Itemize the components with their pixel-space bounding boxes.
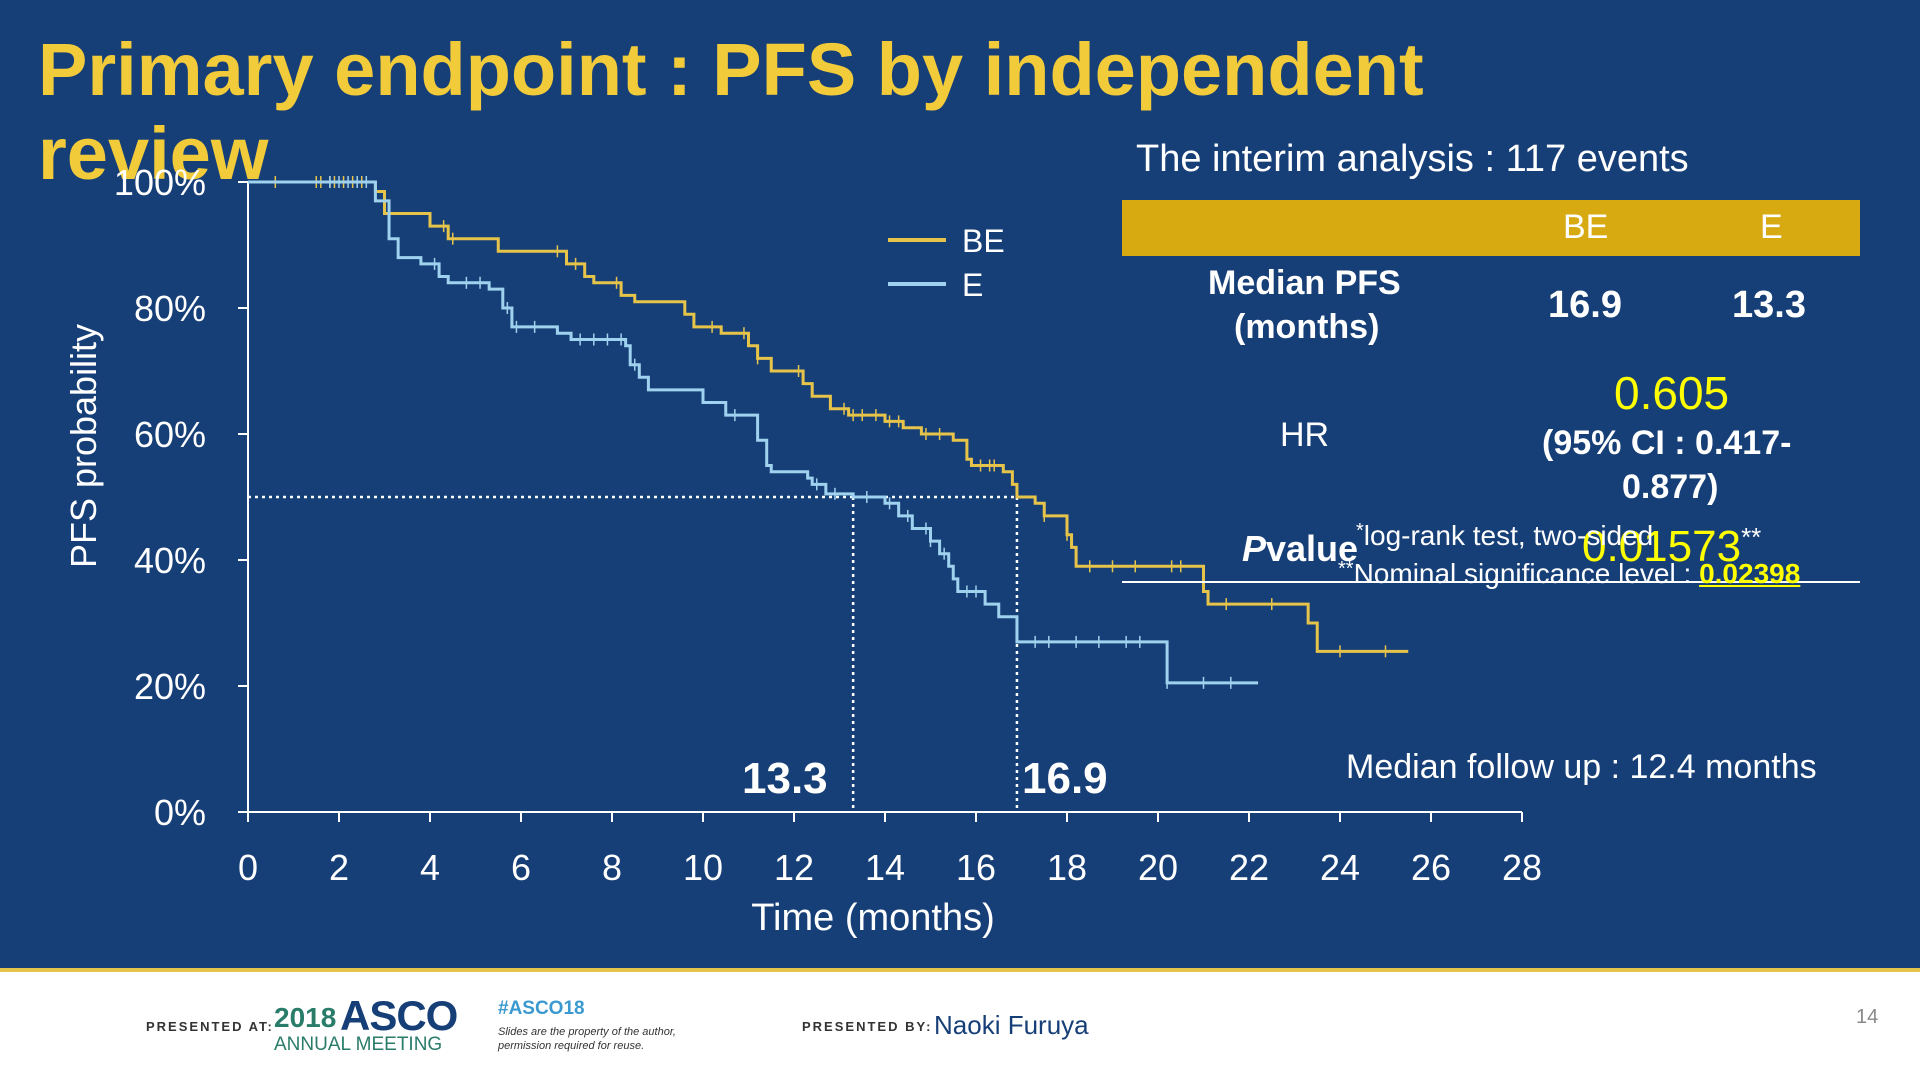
median-pfs-be-value: 16.9 — [1548, 284, 1622, 326]
median-label-be: 16.9 — [1022, 754, 1108, 803]
footnote-1-text: log-rank test, two-sided — [1363, 520, 1654, 551]
pvalue-label-p: P — [1242, 528, 1267, 569]
slide-title: Primary endpoint : PFS by independent re… — [38, 28, 1424, 195]
hr-label: HR — [1280, 416, 1330, 454]
footnote-2-mark: ** — [1338, 558, 1354, 580]
asco-meeting: ANNUAL MEETING — [274, 1034, 443, 1055]
y-axis-label: PFS probability — [63, 324, 104, 568]
legend-label-be: BE — [962, 223, 1005, 259]
median-pfs-label-line2: (months) — [1234, 308, 1380, 346]
table-header-e: E — [1760, 208, 1783, 246]
x-tick-label: 20 — [1138, 847, 1178, 888]
y-tick-label: 20% — [134, 666, 206, 707]
km-curve-be — [248, 180, 1409, 653]
x-tick-label: 22 — [1229, 847, 1269, 888]
x-tick-label: 18 — [1047, 847, 1087, 888]
x-tick-label: 26 — [1411, 847, 1451, 888]
km-curve-e — [248, 180, 1259, 685]
footnote-log-rank: *log-rank test, two-sided — [1356, 520, 1653, 552]
footer-divider — [0, 968, 1920, 972]
interim-analysis-text: The interim analysis : 117 events — [1136, 138, 1689, 180]
hr-ci-line2: 0.877) — [1622, 468, 1719, 506]
pvalue-value: 0.01573** — [1582, 522, 1761, 572]
pvalue-number: 0.01573 — [1582, 522, 1742, 571]
median-follow-up: Median follow up : 12.4 months — [1346, 748, 1817, 786]
y-tick-label: 100% — [114, 162, 206, 203]
legend: BE E — [888, 223, 1005, 303]
hr-value: 0.605 — [1614, 367, 1730, 419]
slide-background — [0, 0, 1920, 968]
x-tick-label: 10 — [683, 847, 723, 888]
x-tick-label: 8 — [602, 847, 622, 888]
table-header-bar — [1122, 200, 1860, 256]
presenter-name: Naoki Furuya — [934, 1010, 1089, 1040]
presented-by-label: PRESENTED BY: — [802, 1019, 933, 1034]
y-tick-label: 40% — [134, 540, 206, 581]
table-bottom-rule — [1122, 581, 1860, 583]
y-tick-label: 80% — [134, 288, 206, 329]
pvalue-mark: ** — [1741, 522, 1762, 552]
table-header-be: BE — [1563, 208, 1609, 246]
x-tick-label: 4 — [420, 847, 440, 888]
x-tick-label: 0 — [238, 847, 258, 888]
asco-year: 2018 — [274, 1002, 337, 1033]
y-tick-label: 60% — [134, 414, 206, 455]
x-tick-label: 12 — [774, 847, 814, 888]
notice-line1: Slides are the property of the author, — [498, 1026, 676, 1038]
km-chart: 0%20%40%60%80%100%0 2 4 6 8 10 12 14 16 18 20 22 24 2… — [63, 162, 1542, 939]
page-number: 14 — [1856, 1006, 1879, 1028]
x-tick-label: 24 — [1320, 847, 1360, 888]
x-tick-label: 14 — [865, 847, 905, 888]
footer: PRESENTED AT: 2018 ASCO ANNUAL MEETING #… — [0, 972, 1920, 1080]
footnote-2-value: 0.02398 — [1699, 558, 1801, 589]
x-axis-label: Time (months) — [751, 897, 995, 939]
presented-at-label: PRESENTED AT: — [146, 1019, 274, 1034]
median-pfs-label-line1: Median PFS — [1208, 264, 1401, 302]
x-tick-label: 2 — [329, 847, 349, 888]
hashtag: #ASCO18 — [498, 998, 585, 1019]
pvalue-label-rest: value — [1266, 528, 1359, 569]
hr-ci-line1: (95% CI : 0.417- — [1542, 424, 1792, 462]
notice-line2: permission required for reuse. — [498, 1040, 645, 1052]
footnote-significance: **Nominal significance level : 0.02398 — [1338, 558, 1800, 590]
footnote-2-text: Nominal significance level : — [1353, 558, 1700, 589]
legend-label-e: E — [962, 267, 983, 303]
x-tick-label: 16 — [956, 847, 996, 888]
footnote-1-mark: * — [1356, 520, 1364, 542]
y-tick-label: 0% — [154, 792, 206, 833]
median-label-e: 13.3 — [742, 754, 828, 803]
x-tick-label: 28 — [1502, 847, 1542, 888]
median-pfs-e-value: 13.3 — [1732, 284, 1806, 326]
x-tick-label: 6 — [511, 847, 531, 888]
pvalue-label: Pvalue — [1242, 528, 1358, 570]
asco-name: ASCO — [340, 992, 458, 1039]
